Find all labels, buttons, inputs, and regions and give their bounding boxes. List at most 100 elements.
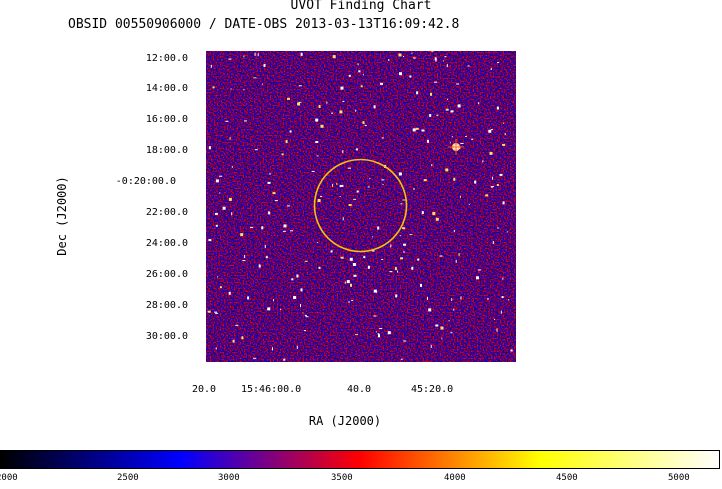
faint-star — [428, 308, 432, 312]
faint-star — [272, 347, 273, 351]
faint-star — [423, 179, 427, 182]
faint-star — [298, 101, 302, 103]
faint-star — [274, 200, 278, 202]
faint-star — [272, 192, 276, 195]
faint-star — [444, 56, 447, 58]
faint-star — [316, 242, 318, 244]
faint-star — [318, 105, 321, 108]
faint-star — [382, 184, 384, 186]
faint-star — [291, 278, 294, 281]
faint-star — [387, 331, 391, 335]
faint-star — [399, 72, 402, 76]
faint-star — [390, 244, 392, 248]
faint-star — [349, 257, 353, 261]
faint-star — [214, 311, 217, 313]
faint-star — [215, 312, 219, 314]
faint-star — [478, 269, 481, 271]
faint-star — [315, 141, 319, 143]
faint-star — [371, 250, 375, 252]
faint-star — [435, 217, 439, 221]
colorbar-tick-label: 3500 — [331, 473, 353, 483]
faint-star — [497, 62, 500, 63]
faint-star — [364, 125, 367, 126]
faint-star — [247, 296, 250, 300]
faint-star — [339, 196, 341, 197]
faint-star — [298, 85, 302, 87]
ra-tick-label: 40.0 — [347, 384, 372, 395]
faint-star — [373, 289, 377, 293]
faint-star — [471, 138, 474, 140]
faint-star — [490, 67, 492, 70]
faint-star — [430, 92, 432, 96]
faint-star — [303, 330, 306, 332]
faint-star — [450, 332, 453, 334]
faint-star — [269, 172, 271, 175]
faint-star — [367, 186, 370, 188]
faint-star — [449, 142, 451, 144]
faint-star — [453, 177, 456, 181]
faint-star — [254, 52, 256, 56]
faint-star — [434, 57, 437, 61]
faint-star — [445, 168, 449, 172]
faint-star — [362, 121, 365, 125]
faint-star — [394, 267, 397, 271]
faint-star — [341, 184, 344, 187]
faint-star — [304, 315, 307, 316]
faint-star — [231, 212, 233, 216]
faint-star — [243, 55, 245, 58]
faint-star — [496, 184, 499, 186]
faint-star — [232, 339, 235, 343]
faint-star — [282, 230, 286, 232]
sky-image-svg — [206, 51, 516, 362]
faint-star — [485, 194, 489, 197]
faint-star — [268, 211, 271, 215]
faint-star — [501, 296, 504, 299]
faint-star — [217, 276, 219, 278]
faint-star — [302, 312, 304, 314]
faint-star — [350, 283, 352, 287]
faint-star — [458, 253, 460, 256]
faint-star — [261, 226, 264, 230]
faint-star — [400, 358, 403, 360]
faint-star — [409, 234, 413, 236]
faint-star — [222, 206, 226, 210]
faint-star — [339, 185, 342, 187]
star-field — [207, 51, 513, 361]
faint-star — [283, 358, 286, 361]
target-circle — [313, 158, 408, 253]
faint-star — [369, 178, 371, 180]
faint-star — [436, 114, 439, 116]
faint-star — [273, 299, 275, 302]
faint-star — [399, 235, 401, 237]
faint-star — [420, 283, 422, 287]
faint-star — [415, 127, 419, 130]
faint-star — [403, 340, 407, 342]
faint-star — [235, 324, 239, 326]
faint-star — [427, 139, 429, 143]
faint-star — [478, 102, 480, 105]
faint-star — [347, 167, 351, 169]
chart-subtitle: OBSID 00550906000 / DATE-OBS 2013-03-13T… — [68, 17, 460, 32]
dec-tick-label: 18:00.0 — [145, 145, 188, 156]
colorbar-tick-label: 4000 — [444, 473, 466, 483]
faint-star — [446, 64, 448, 68]
faint-star — [508, 299, 510, 301]
faint-star — [351, 299, 354, 301]
faint-star — [476, 276, 479, 280]
faint-star — [381, 137, 384, 139]
faint-star — [229, 136, 231, 140]
faint-star — [431, 51, 434, 53]
faint-star — [318, 266, 321, 269]
faint-star — [467, 65, 470, 67]
sky-image[interactable] — [206, 51, 516, 362]
faint-star — [208, 146, 211, 150]
chart-title: UVOT Finding Chart — [290, 0, 432, 13]
faint-star — [348, 301, 350, 303]
faint-star — [330, 250, 333, 253]
faint-star — [468, 203, 470, 205]
faint-star — [320, 195, 323, 197]
faint-star — [340, 86, 344, 90]
faint-star — [504, 133, 506, 136]
dec-tick-label: 24:00.0 — [145, 238, 188, 249]
faint-star — [430, 344, 432, 348]
